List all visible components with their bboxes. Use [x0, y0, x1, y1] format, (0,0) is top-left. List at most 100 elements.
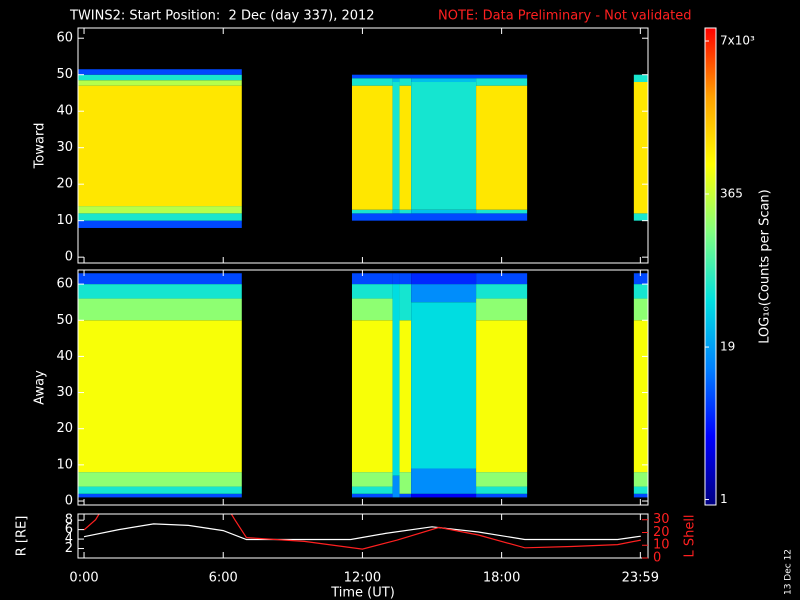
colorbar-tick-label: 1 [720, 492, 728, 506]
spectrogram-cell [78, 284, 242, 299]
y-tick-label: 10 [56, 457, 73, 472]
spectrogram [78, 69, 648, 228]
spectrogram-cell [476, 472, 528, 487]
spectrogram-cell [411, 82, 477, 210]
spectrogram-cell [351, 78, 393, 86]
spectrogram-cell [78, 273, 242, 285]
spectrogram-cell [78, 85, 242, 207]
spectrogram-cell [633, 486, 648, 494]
spectrogram-cell [399, 284, 412, 321]
spectrogram-cell [633, 213, 648, 221]
spectrogram-cell [633, 493, 648, 498]
spectrogram-cell [411, 78, 477, 83]
spectrogram-cell [351, 74, 528, 79]
colorbar-tick-label: 7x10³ [720, 34, 755, 48]
spectrogram-cell [392, 82, 400, 210]
spectrogram-cell [411, 284, 477, 303]
colorbar-tick-label: 365 [720, 186, 743, 200]
spectrogram-cell [78, 213, 242, 221]
x-axis-label: Time (UT) [330, 586, 395, 600]
spectrogram-cell [392, 273, 400, 285]
y-tick-label: 10 [653, 538, 670, 553]
spectrogram-cell [476, 209, 528, 214]
spectrogram-cell [78, 74, 242, 81]
y-tick-label: 20 [56, 421, 73, 436]
x-tick-label: 6:00 [209, 571, 238, 586]
spectrogram-cell [476, 78, 528, 86]
spectrogram-cell [411, 468, 477, 494]
panel-frame [77, 27, 649, 264]
title: TWINS2: Start Position: 2 Dec (day 337),… [69, 9, 375, 24]
spectrogram-cell [351, 209, 393, 214]
spectrogram-cell [78, 320, 242, 473]
spectrogram-cell [351, 85, 393, 210]
spectrogram-cell [351, 472, 393, 487]
x-tick-label: 12:00 [344, 571, 381, 586]
spectrogram-cell [476, 85, 528, 210]
spectrogram-cell [633, 82, 648, 214]
spectrogram-cell [399, 493, 412, 498]
spectrogram-cell [392, 284, 400, 476]
y-tick-label: 0 [653, 551, 661, 566]
y-axis-label: Away [33, 370, 48, 405]
line-group [83, 514, 641, 550]
colorbar-label: LOG₁₀(Counts per Scan) [758, 189, 773, 344]
spectrogram-cell [78, 80, 242, 86]
panel-frame [77, 269, 649, 506]
spectrogram-cell [399, 209, 412, 214]
y-tick-label: 30 [56, 385, 73, 400]
y-axis-label: Toward [33, 123, 48, 170]
spectrogram-cell [411, 493, 477, 498]
y-tick-label: 40 [56, 349, 73, 364]
note: NOTE: Data Preliminary - Not validated [438, 9, 692, 24]
y-tick-label: 20 [56, 177, 73, 192]
spectrogram-cell [351, 320, 393, 473]
y-tick-label: 0 [65, 494, 73, 509]
spectrogram-cell [78, 472, 242, 487]
spectrogram-cell [633, 284, 648, 299]
spectrogram-cell [633, 298, 648, 321]
y-tick-label: 0 [65, 250, 73, 265]
y-tick-label: 4 [65, 532, 73, 547]
spectrogram-cell [399, 320, 412, 473]
spectrogram-cell [476, 493, 528, 498]
y-tick-label: 30 [653, 512, 670, 527]
date-stamp: 13 Dec 12 [784, 549, 794, 595]
spectrogram [78, 273, 648, 498]
spectrogram-cell [476, 284, 528, 299]
x-tick-label: 23:59 [622, 571, 659, 586]
y-axis-label: R [RE] [15, 516, 30, 557]
spectrogram-cell [351, 213, 528, 221]
spectrogram-cell [411, 302, 477, 469]
y-tick-label: 50 [56, 313, 73, 328]
y-tick-label: 2 [65, 541, 73, 556]
spectrogram-cell [78, 486, 242, 494]
spectrogram-cell [399, 273, 412, 285]
y-tick-label: 60 [56, 277, 73, 292]
y-tick-label: 60 [56, 31, 73, 46]
spectrogram-cell [633, 320, 648, 473]
spectrogram-cell [78, 493, 242, 498]
spectrogram-cell [399, 85, 412, 210]
spectrogram-cell [351, 284, 393, 299]
y-tick-label: 6 [65, 522, 73, 537]
spectrogram-cell [392, 475, 400, 498]
y-tick-label: 40 [56, 104, 73, 119]
spectrogram-cell [351, 486, 393, 494]
spectrogram-cell [392, 209, 400, 214]
spectrogram-cell [399, 472, 412, 494]
y-tick-label: 10 [56, 213, 73, 228]
spectrogram-cell [78, 220, 242, 228]
panel-frame [77, 513, 649, 559]
data-line [83, 514, 641, 550]
colorbar [704, 27, 717, 506]
spectrogram-cell [411, 273, 477, 285]
data-line [83, 523, 641, 541]
spectrogram-cell [476, 273, 528, 285]
spectrogram-cell [78, 69, 242, 75]
spectrogram-cell [78, 298, 242, 321]
spectrogram-cell [351, 298, 393, 321]
y-tick-label: 50 [56, 67, 73, 82]
spectrogram-cell [633, 472, 648, 487]
